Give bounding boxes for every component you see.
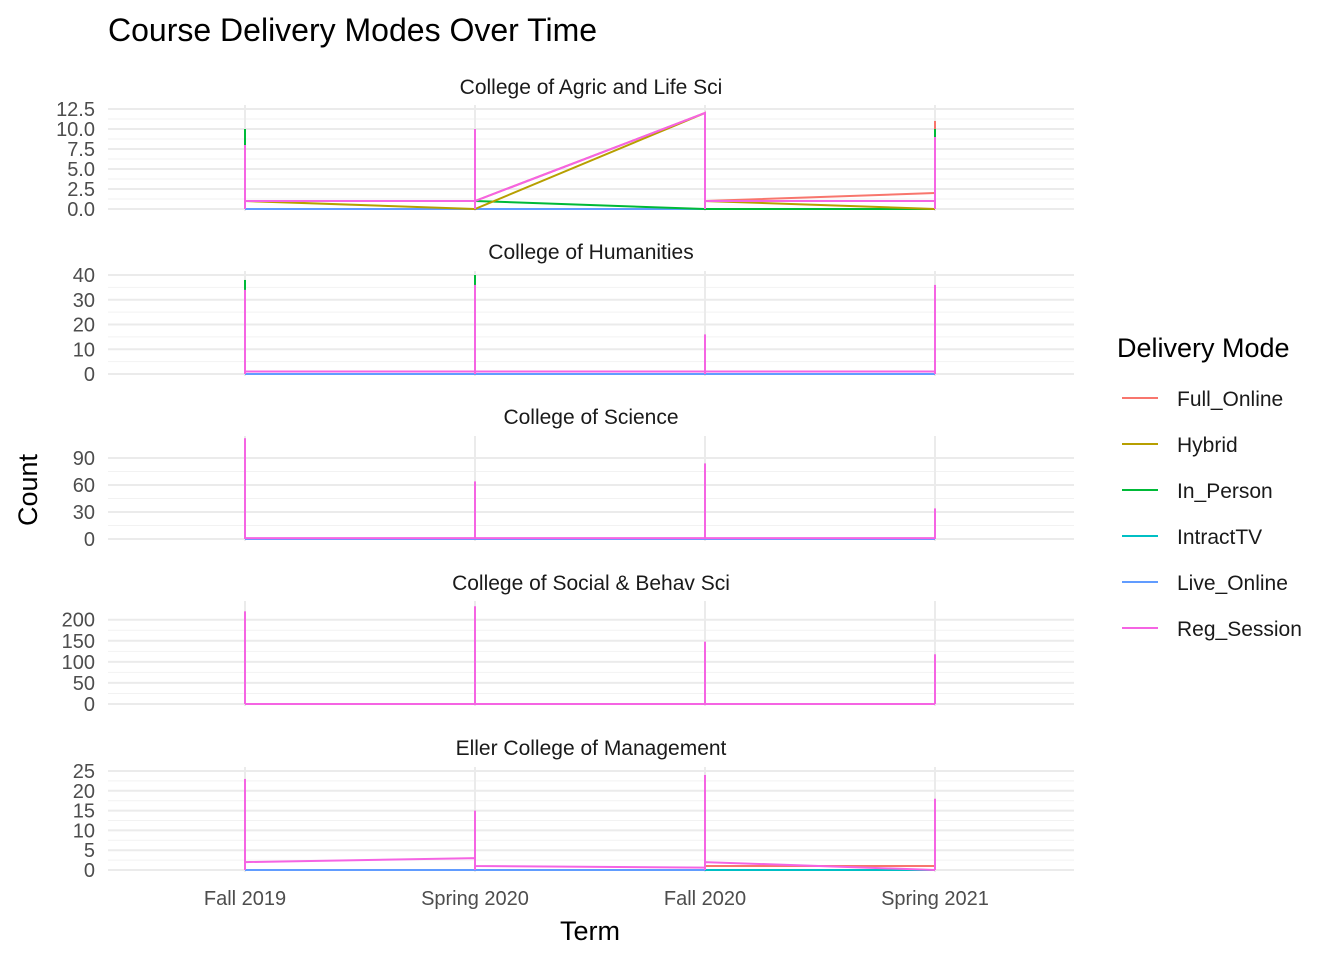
y-tick-label: 0 bbox=[84, 694, 95, 716]
x-tick-label: Fall 2019 bbox=[204, 888, 286, 910]
legend-title: Delivery Mode bbox=[1117, 333, 1290, 363]
y-tick-label: 200 bbox=[62, 610, 95, 632]
y-tick-label: 15 bbox=[73, 801, 95, 823]
legend-label-intracttv: IntractTV bbox=[1177, 526, 1262, 549]
facet-title: College of Humanities bbox=[488, 241, 693, 264]
facet-title: College of Agric and Life Sci bbox=[460, 76, 723, 99]
y-tick-label: 0.0 bbox=[67, 199, 95, 221]
facet-title: College of Science bbox=[503, 406, 678, 429]
y-tick-label: 20 bbox=[73, 315, 95, 337]
y-axis-title: Count bbox=[13, 453, 43, 526]
legend-label-hybrid: Hybrid bbox=[1177, 434, 1238, 457]
y-tick-label: 60 bbox=[73, 475, 95, 497]
y-tick-label: 10.0 bbox=[56, 119, 95, 141]
y-tick-label: 5.0 bbox=[67, 159, 95, 181]
series-line-hybrid bbox=[244, 111, 936, 211]
legend-label-reg_session: Reg_Session bbox=[1177, 618, 1302, 641]
chart-title: Course Delivery Modes Over Time bbox=[108, 12, 597, 48]
y-tick-label: 150 bbox=[62, 631, 95, 653]
facet-panel: College of Science 0 30 60 90 bbox=[73, 406, 1074, 551]
y-tick-label: 100 bbox=[62, 652, 95, 674]
legend-label-live_online: Live_Online bbox=[1177, 572, 1288, 595]
series-line-reg_session bbox=[244, 857, 936, 871]
y-tick-label: 2.5 bbox=[67, 179, 95, 201]
y-tick-label: 30 bbox=[73, 502, 95, 524]
x-axis-title: Term bbox=[560, 916, 620, 946]
y-tick-label: 0 bbox=[84, 364, 95, 386]
facet-panel: College of Social & Behav Sci 05010015020… bbox=[62, 572, 1074, 716]
x-tick-label: Fall 2020 bbox=[664, 888, 746, 910]
y-tick-label: 30 bbox=[73, 290, 95, 312]
x-tick-label: Spring 2020 bbox=[421, 888, 529, 910]
legend-label-full_online: Full_Online bbox=[1177, 388, 1283, 411]
y-tick-label: 0 bbox=[84, 860, 95, 882]
y-tick-label: 0 bbox=[84, 529, 95, 551]
x-axis: Fall 2019 Spring 2020 Fall 2020 Spring 2021 bbox=[204, 888, 989, 910]
facet-panel: College of Agric and Life Sci 0.02.55.07.… bbox=[56, 76, 1074, 221]
y-tick-label: 10 bbox=[73, 820, 95, 842]
facet-panels: College of Agric and Life Sci 0.02.55.07.… bbox=[56, 76, 1074, 882]
legend: Delivery Mode Full_Online Hybrid In_Person… bbox=[1117, 333, 1302, 641]
y-tick-label: 10 bbox=[73, 339, 95, 361]
y-tick-label: 50 bbox=[73, 673, 95, 695]
y-tick-label: 20 bbox=[73, 781, 95, 803]
facet-title: College of Social & Behav Sci bbox=[452, 572, 730, 595]
legend-label-in_person: In_Person bbox=[1177, 480, 1273, 503]
y-tick-label: 40 bbox=[73, 265, 95, 287]
y-tick-label: 90 bbox=[73, 448, 95, 470]
series-line-reg_session bbox=[245, 111, 935, 202]
facet-title: Eller College of Management bbox=[456, 737, 727, 760]
x-tick-label: Spring 2021 bbox=[881, 888, 989, 910]
y-tick-label: 5 bbox=[84, 840, 95, 862]
y-tick-label: 7.5 bbox=[67, 139, 95, 161]
y-tick-label: 12.5 bbox=[56, 99, 95, 121]
y-tick-label: 25 bbox=[73, 761, 95, 783]
